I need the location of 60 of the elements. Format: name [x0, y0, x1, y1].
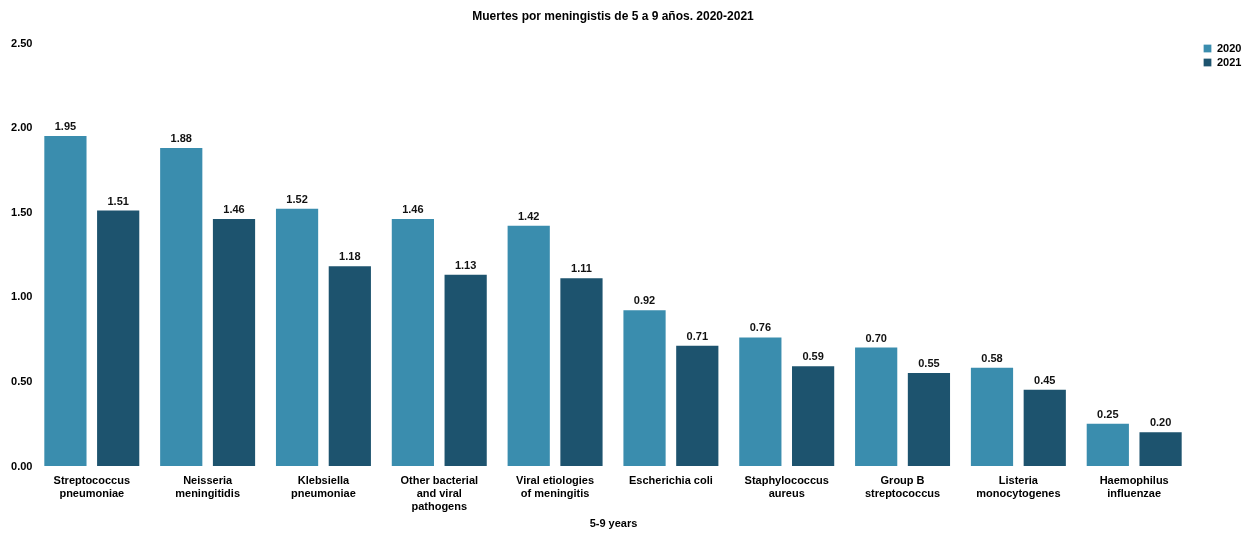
data-label: 0.25	[1097, 407, 1119, 420]
data-label: 0.71	[686, 329, 708, 342]
x-tick-label: Neisseria meningitidis	[175, 473, 241, 499]
data-label: 0.59	[802, 350, 824, 363]
bar	[623, 310, 666, 466]
data-label: 0.70	[865, 331, 887, 344]
x-tick-label: Staphylococcus aureus	[744, 473, 829, 499]
x-tick-label: Viral etiologies of meningitis	[516, 473, 595, 499]
data-label: 1.95	[54, 120, 77, 133]
x-tick-label: Group B streptococcus	[864, 473, 941, 499]
data-label: 1.42	[518, 209, 540, 222]
y-tick-label: 0.00	[11, 459, 33, 472]
y-tick-label: 0.50	[11, 374, 33, 387]
bar	[212, 218, 256, 466]
x-tick-label: Listeria monocytogenes	[976, 473, 1061, 499]
data-label: 0.92	[633, 294, 656, 307]
bar	[160, 147, 203, 466]
bar	[1086, 423, 1129, 466]
data-label: 1.52	[286, 192, 308, 205]
data-label: 1.46	[402, 202, 424, 215]
bar	[792, 366, 835, 466]
data-label: 1.13	[454, 258, 477, 271]
bar	[444, 274, 487, 466]
chart-title: Muertes por meningistis de 5 a 9 años. 2020-2021	[472, 9, 755, 23]
x-tick-label: Escherichia coli	[629, 473, 713, 486]
bar	[739, 337, 782, 466]
legend-label: 2020	[1217, 41, 1242, 54]
data-label: 0.20	[1149, 416, 1172, 429]
bar	[855, 347, 898, 466]
x-tick-label: Streptococcus pneumoniae	[53, 473, 131, 499]
legend-label: 2021	[1217, 55, 1242, 68]
data-label: 1.11	[571, 262, 592, 275]
data-label: 0.55	[918, 356, 940, 369]
bar	[676, 345, 719, 466]
y-tick-label: 2.00	[11, 121, 33, 134]
bar	[391, 218, 434, 466]
data-label: 1.46	[223, 202, 245, 215]
bar	[907, 372, 951, 466]
x-tick-label: Haemophilus influenzae	[1099, 473, 1169, 499]
data-label: 0.76	[749, 321, 772, 334]
x-axis-title: 5-9 years	[589, 516, 638, 529]
bar	[560, 278, 603, 466]
data-label: 1.51	[107, 194, 129, 207]
data-label: 1.18	[339, 250, 361, 263]
bar	[328, 266, 371, 466]
x-tick-label: Other bacterial and viral pathogens	[400, 473, 479, 512]
bar	[97, 210, 140, 466]
bar	[1023, 389, 1066, 466]
y-tick-label: 1.00	[11, 290, 33, 303]
x-tick-label: Klebsiella pneumoniae	[291, 473, 356, 499]
data-label: 0.58	[981, 351, 1003, 364]
y-tick-label: 2.50	[11, 36, 33, 49]
bar	[44, 136, 87, 466]
data-label: 1.88	[170, 131, 192, 144]
bar	[507, 225, 550, 466]
data-label: 0.45	[1034, 373, 1056, 386]
bar	[970, 367, 1014, 466]
bar	[1139, 432, 1182, 466]
bar	[275, 208, 319, 466]
y-tick-label: 1.50	[11, 205, 33, 218]
